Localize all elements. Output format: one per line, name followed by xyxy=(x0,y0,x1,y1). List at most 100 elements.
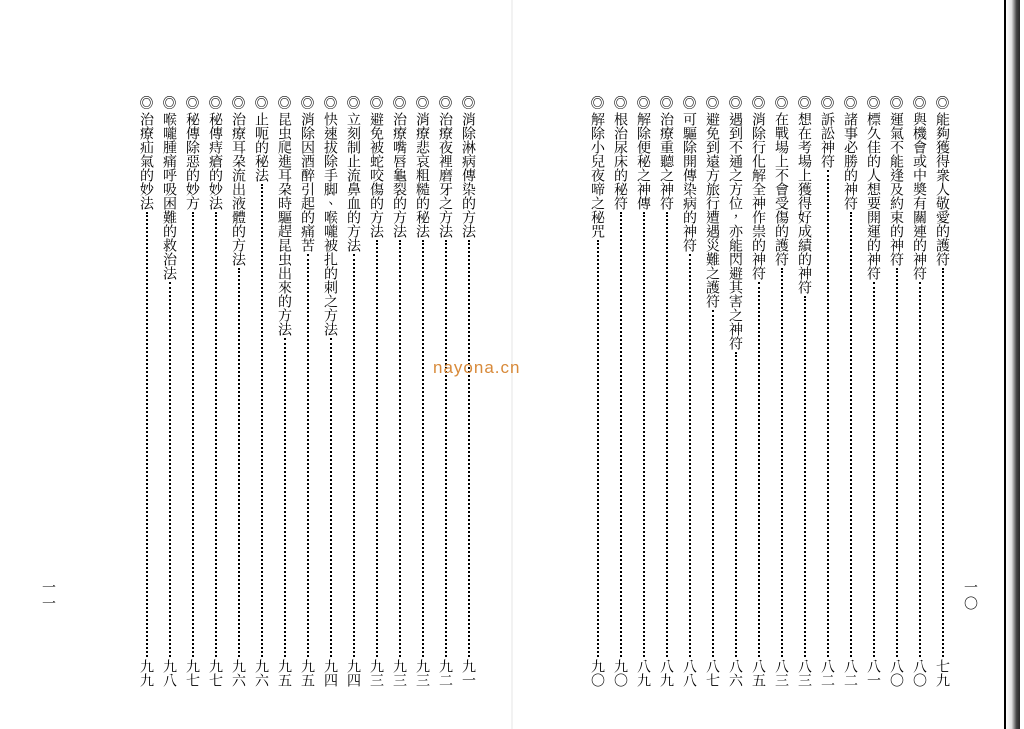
leader-dots xyxy=(413,240,432,657)
toc-entry-title: 消除行化解全神作祟的神符 xyxy=(749,112,768,280)
toc-entry: ◎標久佳的人想要開運的神符八一 xyxy=(864,96,883,687)
bullet-icon: ◎ xyxy=(252,96,271,110)
toc-entry: ◎立刻制止流鼻血的方法九四 xyxy=(344,96,363,687)
toc-entry: ◎ 治療疝氣的妙法九九 xyxy=(137,96,156,687)
leader-dots xyxy=(910,282,929,657)
folio-right: 一〇 xyxy=(962,580,980,612)
bullet-icon: ◎ xyxy=(933,96,952,110)
leader-dots xyxy=(137,212,156,657)
toc-columns-left: ◎消除淋病傳染的方法九一◎治療夜裡磨牙之方法九二◎消療悲哀粗糙的秘法九三◎治療嘴… xyxy=(62,96,480,687)
leader-dots xyxy=(298,254,317,657)
right-edge-strip xyxy=(998,0,1006,729)
toc-entry-page: 九二 xyxy=(436,659,455,687)
toc-entry-title: 昆虫爬進耳朶時驅趕昆虫出來的方法 xyxy=(275,112,294,336)
bullet-icon: ◎ xyxy=(887,96,906,110)
bullet-icon: ◎ xyxy=(611,96,630,110)
toc-entry-title: 根治尿床的秘符 xyxy=(611,112,630,210)
toc-entry-page: 八五 xyxy=(749,659,768,687)
toc-entry-title: 標久佳的人想要開運的神符 xyxy=(864,112,883,280)
bullet-icon: ◎ xyxy=(137,96,156,110)
bullet-icon: ◎ xyxy=(772,96,791,110)
toc-entry-page: 八三 xyxy=(795,659,814,687)
bullet-icon: ◎ xyxy=(749,96,768,110)
toc-entry-page: 九〇 xyxy=(611,659,630,687)
leader-dots xyxy=(703,310,722,657)
bullet-icon: ◎ xyxy=(436,96,455,110)
bullet-icon: ◎ xyxy=(910,96,929,110)
leader-dots xyxy=(229,268,248,657)
toc-entry: ◎可驅除開傳染病的神符八八 xyxy=(680,96,699,687)
toc-entry-title: 立刻制止流鼻血的方法 xyxy=(344,112,363,252)
toc-entry-page: 九〇 xyxy=(588,659,607,687)
toc-entry: ◎消除因酒醉引起的痛苦九五 xyxy=(298,96,317,687)
toc-entry-page: 八二 xyxy=(841,659,860,687)
toc-entry-title: 解除便秘之神傳 xyxy=(634,112,653,210)
bullet-icon: ◎ xyxy=(275,96,294,110)
toc-entry-title: 可驅除開傳染病的神符 xyxy=(680,112,699,252)
bullet-icon: ◎ xyxy=(390,96,409,110)
toc-entry-page: 九一 xyxy=(459,659,478,687)
leader-dots xyxy=(726,352,745,657)
toc-entry: ◎快速拔除手脚、喉嚨被扎的刺之方法九四 xyxy=(321,96,340,687)
leader-dots xyxy=(183,212,202,657)
toc-entry-page: 八〇 xyxy=(910,659,929,687)
toc-entry: ◎ 根治尿床的秘符九〇 xyxy=(611,96,630,687)
toc-entry: ◎治療耳朶流出液體的方法九六 xyxy=(229,96,248,687)
leader-dots xyxy=(795,296,814,657)
leader-dots xyxy=(367,240,386,657)
right-edge-shadow xyxy=(1006,0,1020,729)
leader-dots xyxy=(818,170,837,657)
toc-entry-title: 治療耳朶流出液體的方法 xyxy=(229,112,248,266)
toc-entry: ◎昆虫爬進耳朶時驅趕昆虫出來的方法九五 xyxy=(275,96,294,687)
bullet-icon: ◎ xyxy=(160,96,179,110)
toc-entry-page: 九七 xyxy=(183,659,202,687)
toc-entry-title: 避免被蛇咬傷的方法 xyxy=(367,112,386,238)
toc-entry: ◎秘傳除惡的妙方九七 xyxy=(183,96,202,687)
leader-dots xyxy=(206,212,225,657)
toc-entry-page: 九九 xyxy=(137,659,156,687)
toc-entry-title: 訴訟神符 xyxy=(818,112,837,168)
bullet-icon: ◎ xyxy=(413,96,432,110)
toc-entry: ◎秘傳痔瘡的妙法九七 xyxy=(206,96,225,687)
page-left: ◎消除淋病傳染的方法九一◎治療夜裡磨牙之方法九二◎消療悲哀粗糙的秘法九三◎治療嘴… xyxy=(4,0,510,729)
toc-entry: ◎治療重聽之神符八九 xyxy=(657,96,676,687)
leader-dots xyxy=(657,212,676,657)
toc-entry: ◎消除淋病傳染的方法九一 xyxy=(459,96,478,687)
bullet-icon: ◎ xyxy=(588,96,607,110)
toc-entry-title: 諸事必勝的神符 xyxy=(841,112,860,210)
leader-dots xyxy=(588,240,607,657)
leader-dots xyxy=(321,338,340,657)
gutter-divider xyxy=(511,0,513,729)
leader-dots xyxy=(887,268,906,657)
leader-dots xyxy=(841,212,860,657)
toc-entry-page: 八三 xyxy=(772,659,791,687)
toc-entry: ◎能夠獲得衆人敬愛的護符七九 xyxy=(933,96,952,687)
toc-entry-page: 九六 xyxy=(252,659,271,687)
toc-entry-title: 消除因酒醉引起的痛苦 xyxy=(298,112,317,252)
bullet-icon: ◎ xyxy=(864,96,883,110)
bullet-icon: ◎ xyxy=(841,96,860,110)
toc-entry: ◎ 消除行化解全神作祟的神符八五 xyxy=(749,96,768,687)
page-right: ◎能夠獲得衆人敬愛的護符七九◎與機會或中奬有關連的神符八〇◎運氣不能逢及約束的神… xyxy=(514,0,1020,729)
toc-entry: ◎治療嘴唇龜裂的方法九三 xyxy=(390,96,409,687)
toc-entry-page: 九四 xyxy=(321,659,340,687)
bullet-icon: ◎ xyxy=(680,96,699,110)
toc-entry-page: 九五 xyxy=(298,659,317,687)
leader-dots xyxy=(252,184,271,657)
toc-entry-title: 與機會或中奬有關連的神符 xyxy=(910,112,929,280)
toc-entry: ◎解除小兒夜啼之秘咒九〇 xyxy=(588,96,607,687)
leader-dots xyxy=(275,338,294,657)
toc-entry-page: 九八 xyxy=(160,659,179,687)
toc-entry-title: 治療疝氣的妙法 xyxy=(137,112,156,210)
toc-entry: ◎ 諸事必勝的神符八二 xyxy=(841,96,860,687)
toc-entry-page: 九三 xyxy=(390,659,409,687)
toc-entry: ◎消療悲哀粗糙的秘法九三 xyxy=(413,96,432,687)
leader-dots xyxy=(634,212,653,657)
toc-entry-title: 消除淋病傳染的方法 xyxy=(459,112,478,238)
leader-dots xyxy=(390,240,409,657)
toc-entry: ◎解除便秘之神傳八九 xyxy=(634,96,653,687)
toc-entry-page: 九七 xyxy=(206,659,225,687)
toc-entry-title: 消療悲哀粗糙的秘法 xyxy=(413,112,432,238)
bullet-icon: ◎ xyxy=(344,96,363,110)
toc-entry-page: 七九 xyxy=(933,659,952,687)
